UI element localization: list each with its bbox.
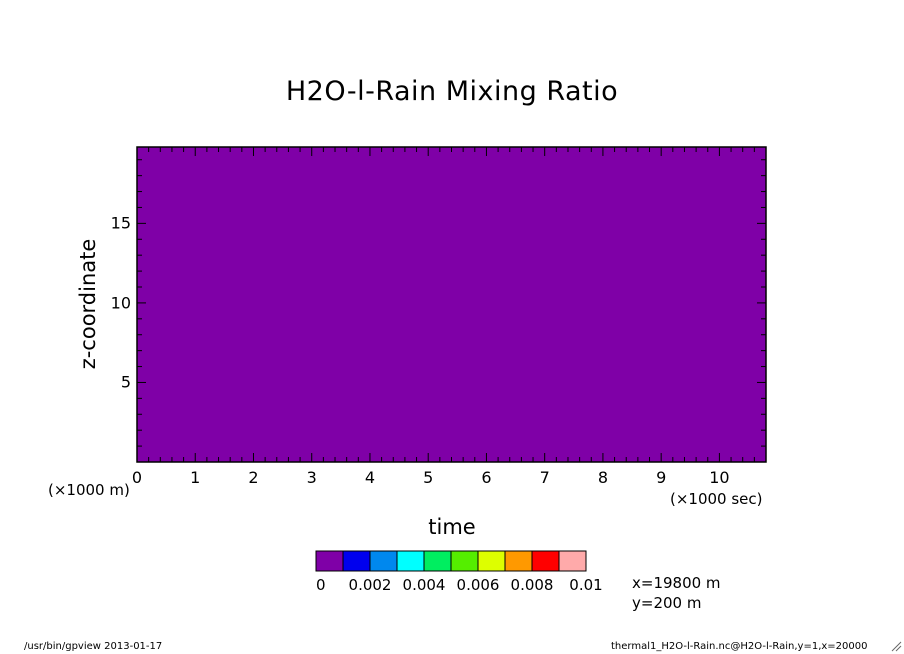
colorbar-swatch [558,550,587,572]
x-tick-label: 5 [423,468,434,487]
x-tick-label: 7 [539,468,550,487]
colorbar-swatch [315,550,344,572]
y-tick-label: 10 [110,293,131,313]
x-tick-label: 8 [597,468,609,487]
x-tick-label: 9 [656,468,667,487]
x-tick-label: 6 [481,468,492,487]
plot-frame [136,146,767,463]
x-tick-label: 10 [709,468,730,487]
slice-info-x: x=19800 m [632,574,721,592]
colorbar-label: 0.008 [510,576,554,594]
y-axis-unit: (×1000 m) [48,481,130,499]
colorbar-swatch [342,550,371,572]
colorbar-swatch [477,550,506,572]
chart-title: H2O-l-Rain Mixing Ratio [285,76,619,107]
colorbar-label: 0 [316,576,326,594]
y-tick-label: 5 [120,372,131,392]
slice-info-y: y=200 m [632,594,702,612]
colorbar-swatch [504,550,533,572]
colorbar-label: 0.004 [402,576,446,594]
colorbar [315,550,587,572]
footer-source: thermal1_H2O-l-Rain.nc@H2O-l-Rain,y=1,x=… [611,641,868,652]
colorbar-swatch [423,550,452,572]
x-axis-label: time [428,515,476,539]
colorbar-swatch [450,550,479,572]
x-tick-label: 2 [248,468,259,487]
x-tick-label: 3 [306,468,317,487]
footer-command: /usr/bin/gpview 2013-01-17 [24,641,163,652]
colorbar-swatch [531,550,560,572]
x-tick-label: 4 [364,468,376,487]
x-tick-label: 1 [190,468,201,487]
heatmap-field [137,147,766,462]
colorbar-label: 0.006 [456,576,500,594]
colorbar-label: 0.002 [348,576,392,594]
colorbar-label: 0.01 [569,576,603,594]
y-tick-label: 15 [110,213,131,233]
resize-grip-icon[interactable] [890,640,902,652]
x-axis-unit: (×1000 sec) [670,490,763,508]
colorbar-swatch [396,550,425,572]
x-tick-label: 0 [131,468,143,487]
slice-info: x=19800 m y=200 m [632,573,721,613]
colorbar-swatch [369,550,398,572]
